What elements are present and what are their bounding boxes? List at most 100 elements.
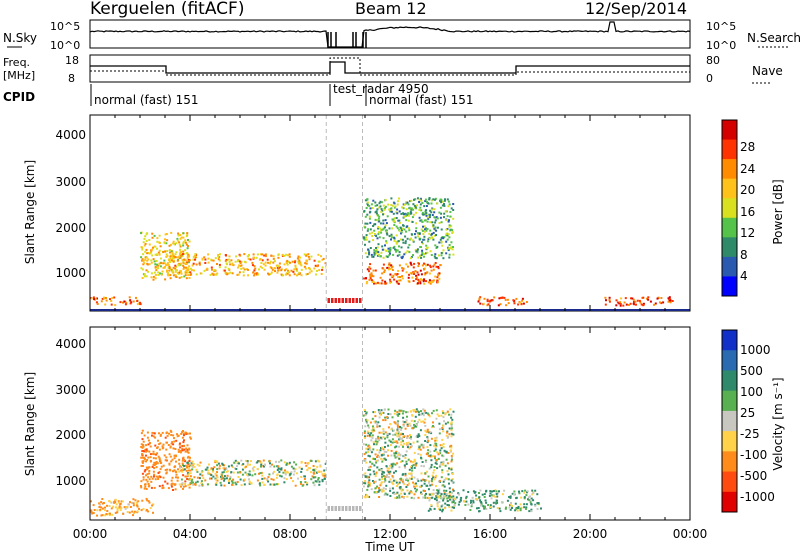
- scatter-point: [300, 274, 303, 277]
- scatter-point: [442, 499, 445, 502]
- scatter-point: [136, 303, 139, 306]
- scatter-point: [445, 493, 448, 495]
- scatter-point: [369, 275, 372, 278]
- scatter-point: [400, 477, 403, 480]
- scatter-point: [439, 464, 442, 467]
- scatter-point: [226, 470, 229, 473]
- scatter-point: [444, 210, 447, 213]
- scatter-point: [530, 508, 533, 511]
- scatter-point: [160, 262, 163, 265]
- scatter-point: [380, 231, 383, 234]
- scatter-point: [536, 508, 539, 510]
- scatter-point: [172, 447, 175, 450]
- scatter-point: [230, 464, 233, 467]
- scatter-point: [392, 246, 395, 249]
- scatter-point: [179, 451, 182, 454]
- scatter-point: [378, 489, 381, 492]
- scatter-point: [443, 449, 446, 452]
- scatter-point: [413, 451, 416, 454]
- scatter-point: [375, 252, 378, 255]
- scatter-point: [145, 497, 148, 500]
- scatter-point: [145, 460, 147, 463]
- scatter-point: [229, 271, 232, 274]
- scatter-point: [430, 459, 433, 462]
- scatter-point: [234, 467, 236, 470]
- scatter-point: [498, 297, 501, 300]
- scatter-point: [186, 261, 189, 264]
- scatter-point: [390, 444, 392, 447]
- scatter-point: [244, 459, 247, 462]
- scatter-point: [156, 240, 159, 243]
- scatter-point: [182, 264, 185, 267]
- scatter-point: [239, 254, 242, 257]
- scatter-point: [398, 409, 401, 412]
- scatter-point: [402, 416, 405, 419]
- scatter-point: [410, 207, 413, 210]
- scatter-point: [316, 465, 319, 468]
- scatter-point: [158, 234, 161, 237]
- scatter-point: [411, 216, 414, 219]
- scatter-point: [286, 262, 288, 265]
- scatter-point: [209, 273, 212, 276]
- scatter-point: [236, 462, 239, 465]
- scatter-point: [203, 269, 206, 272]
- scatter-point: [313, 267, 316, 270]
- scatter-point: [372, 425, 374, 428]
- scatter-point: [405, 450, 408, 453]
- scatter-point: [368, 476, 371, 479]
- scatter-point: [534, 489, 537, 492]
- scatter-point: [173, 259, 175, 262]
- scatter-point: [394, 492, 397, 495]
- scatter-point: [292, 270, 295, 273]
- scatter-point: [392, 253, 395, 256]
- scatter-point: [631, 297, 634, 300]
- scatter-point: [403, 215, 406, 218]
- scatter-point: [427, 488, 430, 491]
- scatter-point: [270, 254, 273, 257]
- scatter-point: [314, 460, 317, 463]
- scatter-point: [141, 446, 144, 449]
- scatter-point: [435, 485, 437, 488]
- scatter-point: [256, 272, 259, 275]
- scatter-point: [216, 464, 219, 467]
- scatter-point: [175, 276, 178, 278]
- scatter-point: [412, 280, 415, 282]
- scatter-point: [404, 240, 407, 243]
- scatter-point: [164, 278, 167, 281]
- scatter-point: [379, 222, 382, 225]
- scatter-point: [449, 494, 452, 497]
- scatter-point: [368, 479, 371, 482]
- test-radar-mark: [352, 298, 355, 303]
- scatter-point: [131, 510, 134, 513]
- scatter-point: [247, 474, 250, 477]
- scatter-point: [154, 265, 157, 268]
- scatter-point: [213, 466, 216, 469]
- scatter-point: [263, 465, 265, 468]
- test-radar-mark: [355, 506, 358, 511]
- scatter-point: [210, 258, 213, 261]
- scatter-point: [188, 466, 190, 469]
- scatter-point: [207, 469, 210, 472]
- scatter-point: [241, 464, 244, 466]
- scatter-point: [438, 479, 441, 482]
- scatter-point: [391, 227, 394, 230]
- beam-title: Beam 12: [355, 0, 427, 18]
- scatter-point: [275, 483, 278, 486]
- scatter-point: [306, 483, 309, 486]
- scatter-point: [400, 492, 403, 495]
- scatter-point: [191, 478, 194, 481]
- scatter-point: [428, 496, 431, 499]
- scatter-point: [491, 299, 494, 302]
- scatter-point: [439, 206, 442, 209]
- scatter-point: [489, 504, 492, 507]
- scatter-point: [369, 468, 371, 471]
- test-radar-mark: [359, 506, 362, 511]
- scatter-point: [188, 265, 191, 268]
- scatter-point: [444, 495, 447, 498]
- scatter-point: [152, 511, 154, 514]
- scatter-point: [445, 240, 448, 243]
- scatter-point: [427, 455, 430, 457]
- scatter-point: [306, 273, 309, 275]
- scatter-point: [434, 262, 437, 264]
- scatter-point: [136, 510, 139, 513]
